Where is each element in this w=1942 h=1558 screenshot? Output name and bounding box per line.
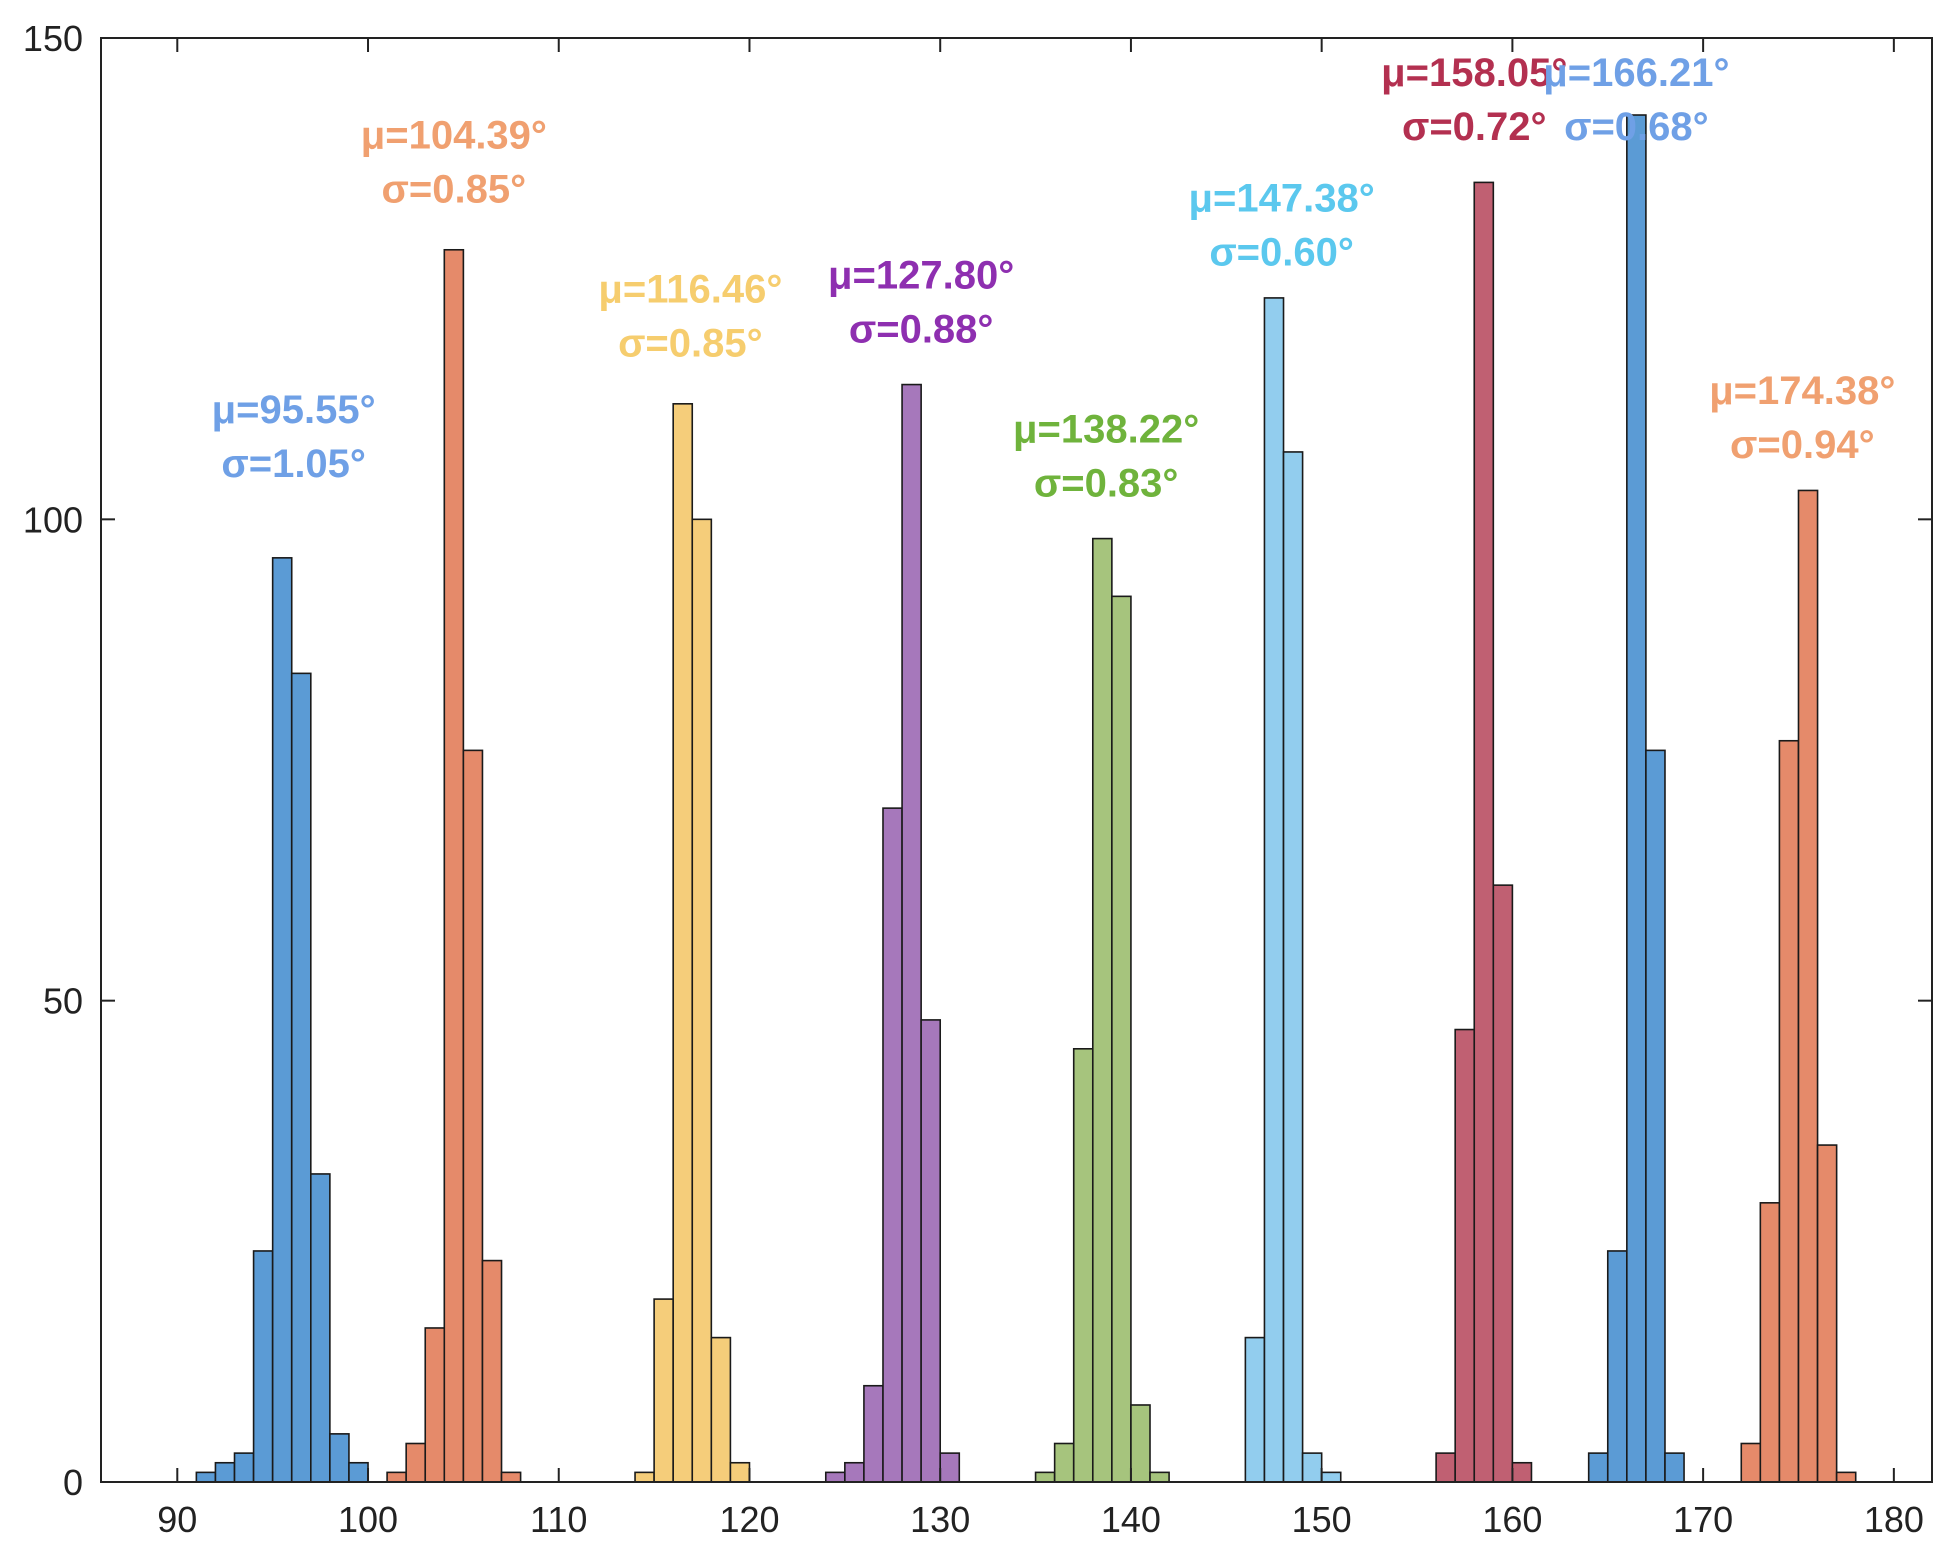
histogram-bar <box>196 1472 215 1482</box>
histogram-bar <box>1112 596 1131 1482</box>
histogram-bar <box>444 250 463 1482</box>
histogram-bar <box>940 1453 959 1482</box>
histogram-bar <box>730 1463 749 1482</box>
histogram-bar <box>292 673 311 1482</box>
y-tick-label: 0 <box>63 1462 83 1503</box>
histogram-bar <box>311 1174 330 1482</box>
histogram-bar <box>883 808 902 1482</box>
histogram-bar <box>1493 885 1512 1482</box>
mean-label: μ=116.46° <box>598 268 782 312</box>
histogram-bar <box>864 1386 883 1482</box>
histogram-bar <box>1303 1453 1322 1482</box>
x-tick-label: 180 <box>1864 1499 1924 1540</box>
x-tick-label: 140 <box>1101 1499 1161 1540</box>
sigma-label: σ=0.94° <box>1730 423 1875 467</box>
histogram-bar <box>1837 1472 1856 1482</box>
histogram-bar <box>1074 1049 1093 1482</box>
histogram-bar <box>673 404 692 1482</box>
sigma-label: σ=0.60° <box>1209 230 1354 274</box>
histogram-bar <box>349 1463 368 1482</box>
sigma-label: σ=0.85° <box>618 322 763 366</box>
mean-label: μ=104.39° <box>361 114 547 158</box>
x-tick-label: 100 <box>338 1499 398 1540</box>
histogram-bar <box>1455 1030 1474 1482</box>
mean-label: μ=95.55° <box>212 388 376 432</box>
histogram-bar <box>826 1472 845 1482</box>
x-tick-label: 170 <box>1673 1499 1733 1540</box>
histogram-bar <box>1055 1443 1074 1482</box>
mean-label: μ=166.21° <box>1543 51 1729 95</box>
histogram-bar <box>273 558 292 1482</box>
histogram-bar <box>902 385 921 1482</box>
sigma-label: σ=0.83° <box>1034 461 1179 505</box>
histogram-bar <box>1131 1405 1150 1482</box>
histogram-bar <box>1608 1251 1627 1482</box>
histogram-bar <box>1818 1145 1837 1482</box>
histogram-bar <box>1760 1203 1779 1482</box>
histogram-bar <box>425 1328 444 1482</box>
x-tick-label: 90 <box>157 1499 197 1540</box>
histogram-bar <box>1665 1453 1684 1482</box>
sigma-label: σ=0.85° <box>382 168 527 212</box>
histogram-bar <box>845 1463 864 1482</box>
histogram-bar <box>1150 1472 1169 1482</box>
y-tick-label: 150 <box>23 18 83 59</box>
y-tick-label: 100 <box>23 499 83 540</box>
histogram-bar <box>330 1434 349 1482</box>
histogram-bar <box>406 1443 425 1482</box>
histogram-bar <box>1036 1472 1055 1482</box>
x-tick-label: 130 <box>910 1499 970 1540</box>
sigma-label: σ=0.88° <box>849 307 994 351</box>
histogram-bar <box>1512 1463 1531 1482</box>
histogram-chart: 90 100 110 120 130 140 150 160 170 180 0 50 100 150 μ… <box>0 0 1942 1558</box>
histogram-bar <box>235 1453 254 1482</box>
histogram-bar <box>921 1020 940 1482</box>
histogram-bar <box>1284 452 1303 1482</box>
histogram-bar <box>1436 1453 1455 1482</box>
histogram-bar <box>215 1463 234 1482</box>
histogram-bar <box>254 1251 273 1482</box>
mean-label: μ=174.38° <box>1709 369 1895 413</box>
histogram-bar <box>1646 750 1665 1482</box>
histogram-bar <box>1627 115 1646 1482</box>
histogram-bar <box>654 1299 673 1482</box>
histogram-bar <box>692 519 711 1482</box>
x-tick-label: 160 <box>1482 1499 1542 1540</box>
histogram-bar <box>1093 539 1112 1482</box>
sigma-label: σ=0.68° <box>1564 105 1709 149</box>
histogram-bar <box>635 1472 654 1482</box>
mean-label: μ=127.80° <box>828 253 1014 297</box>
x-tick-label: 120 <box>719 1499 779 1540</box>
histogram-bar <box>1322 1472 1341 1482</box>
histogram-bar <box>1474 182 1493 1482</box>
sigma-label: σ=1.05° <box>221 442 366 486</box>
histogram-bar <box>482 1261 501 1482</box>
histogram-bar <box>463 750 482 1482</box>
y-tick-label: 50 <box>43 981 83 1022</box>
histogram-bar <box>1741 1443 1760 1482</box>
mean-label: μ=138.22° <box>1013 407 1199 451</box>
sigma-label: σ=0.72° <box>1402 105 1547 149</box>
histogram-bar <box>387 1472 406 1482</box>
mean-label: μ=158.05° <box>1381 51 1567 95</box>
histogram-bar <box>1779 741 1798 1482</box>
histogram-bar <box>711 1338 730 1482</box>
mean-label: μ=147.38° <box>1189 176 1375 220</box>
histogram-bar <box>1264 298 1283 1482</box>
x-tick-label: 110 <box>530 1499 587 1540</box>
histogram-bar <box>1245 1338 1264 1482</box>
histogram-bar <box>1798 490 1817 1482</box>
histogram-bar <box>1589 1453 1608 1482</box>
bars-layer <box>196 115 1855 1482</box>
histogram-bar <box>502 1472 521 1482</box>
x-tick-label: 150 <box>1292 1499 1352 1540</box>
